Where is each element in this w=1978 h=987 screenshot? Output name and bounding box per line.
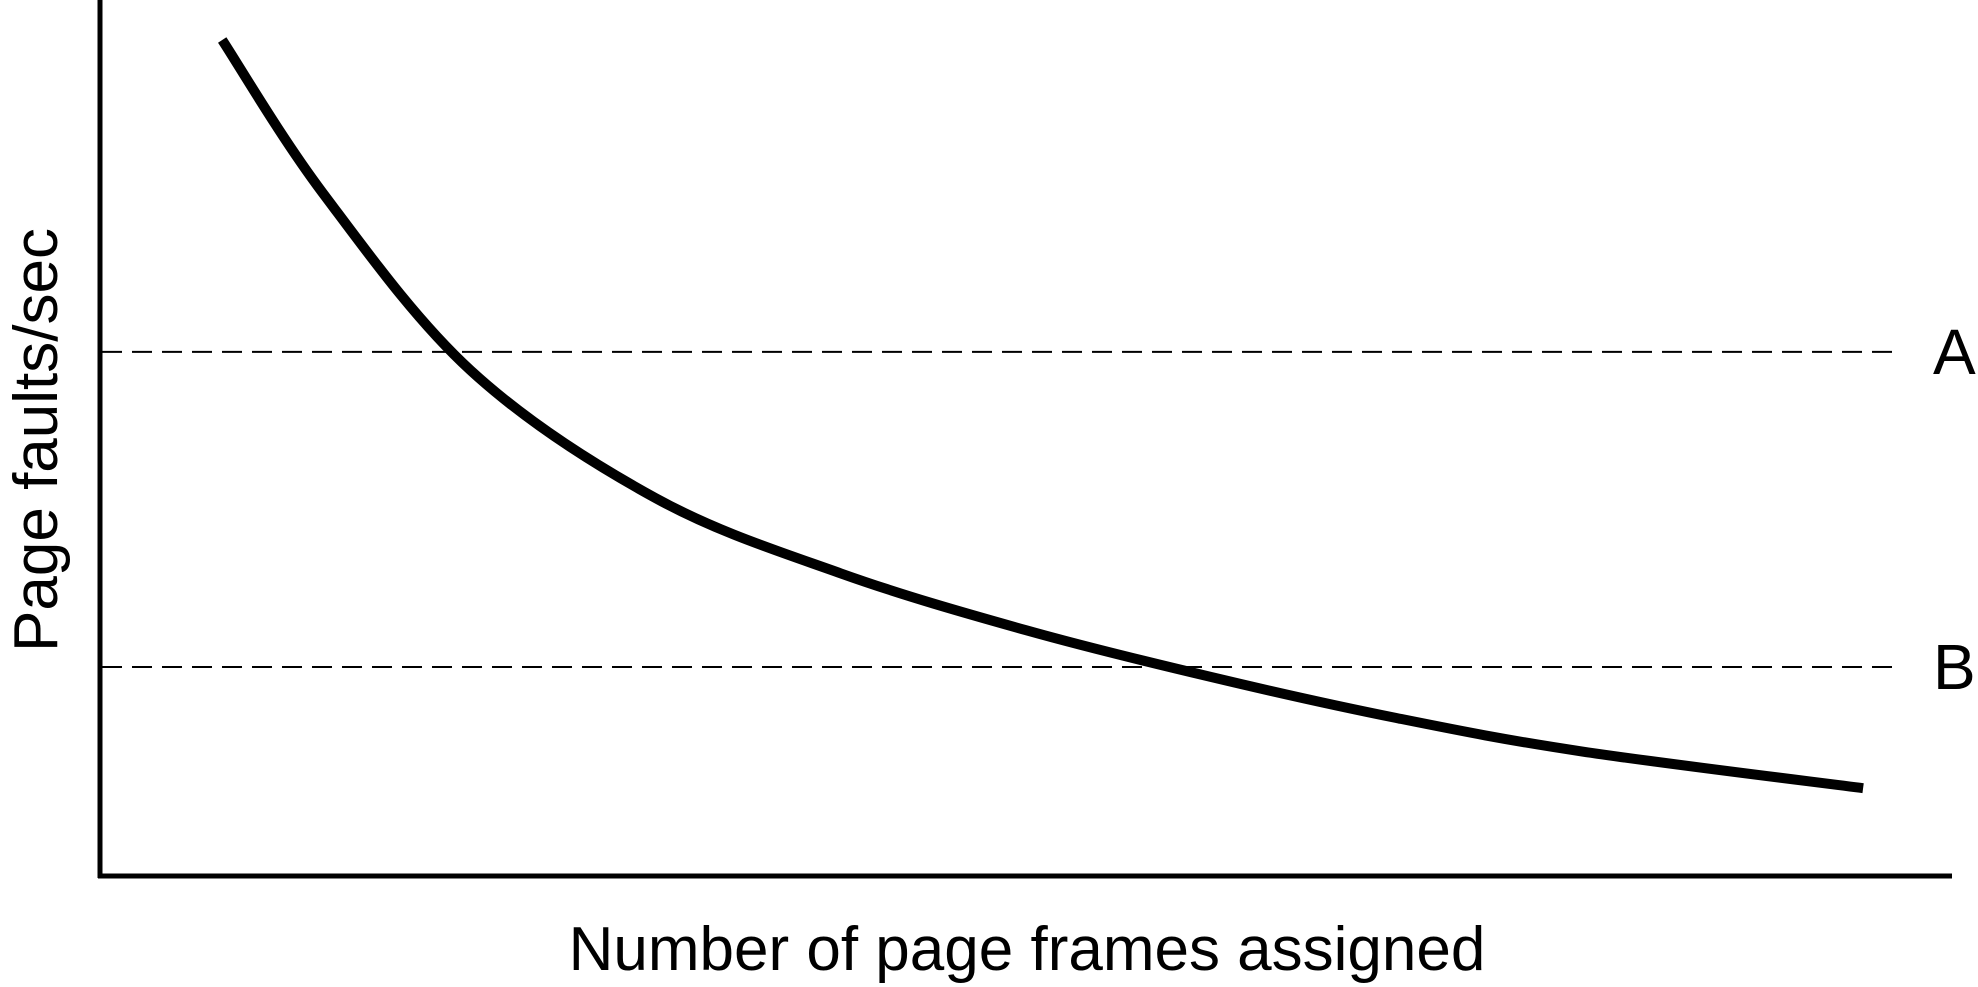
x-axis-label: Number of page frames assigned: [569, 915, 1486, 984]
reference-label-a: A: [1933, 316, 1976, 388]
reference-label-b: B: [1933, 631, 1976, 703]
reference-lines: AB: [102, 316, 1976, 703]
page-fault-curve: [218, 37, 1864, 794]
y-axis-label: Page faults/sec: [2, 228, 71, 652]
series: [218, 37, 1864, 794]
